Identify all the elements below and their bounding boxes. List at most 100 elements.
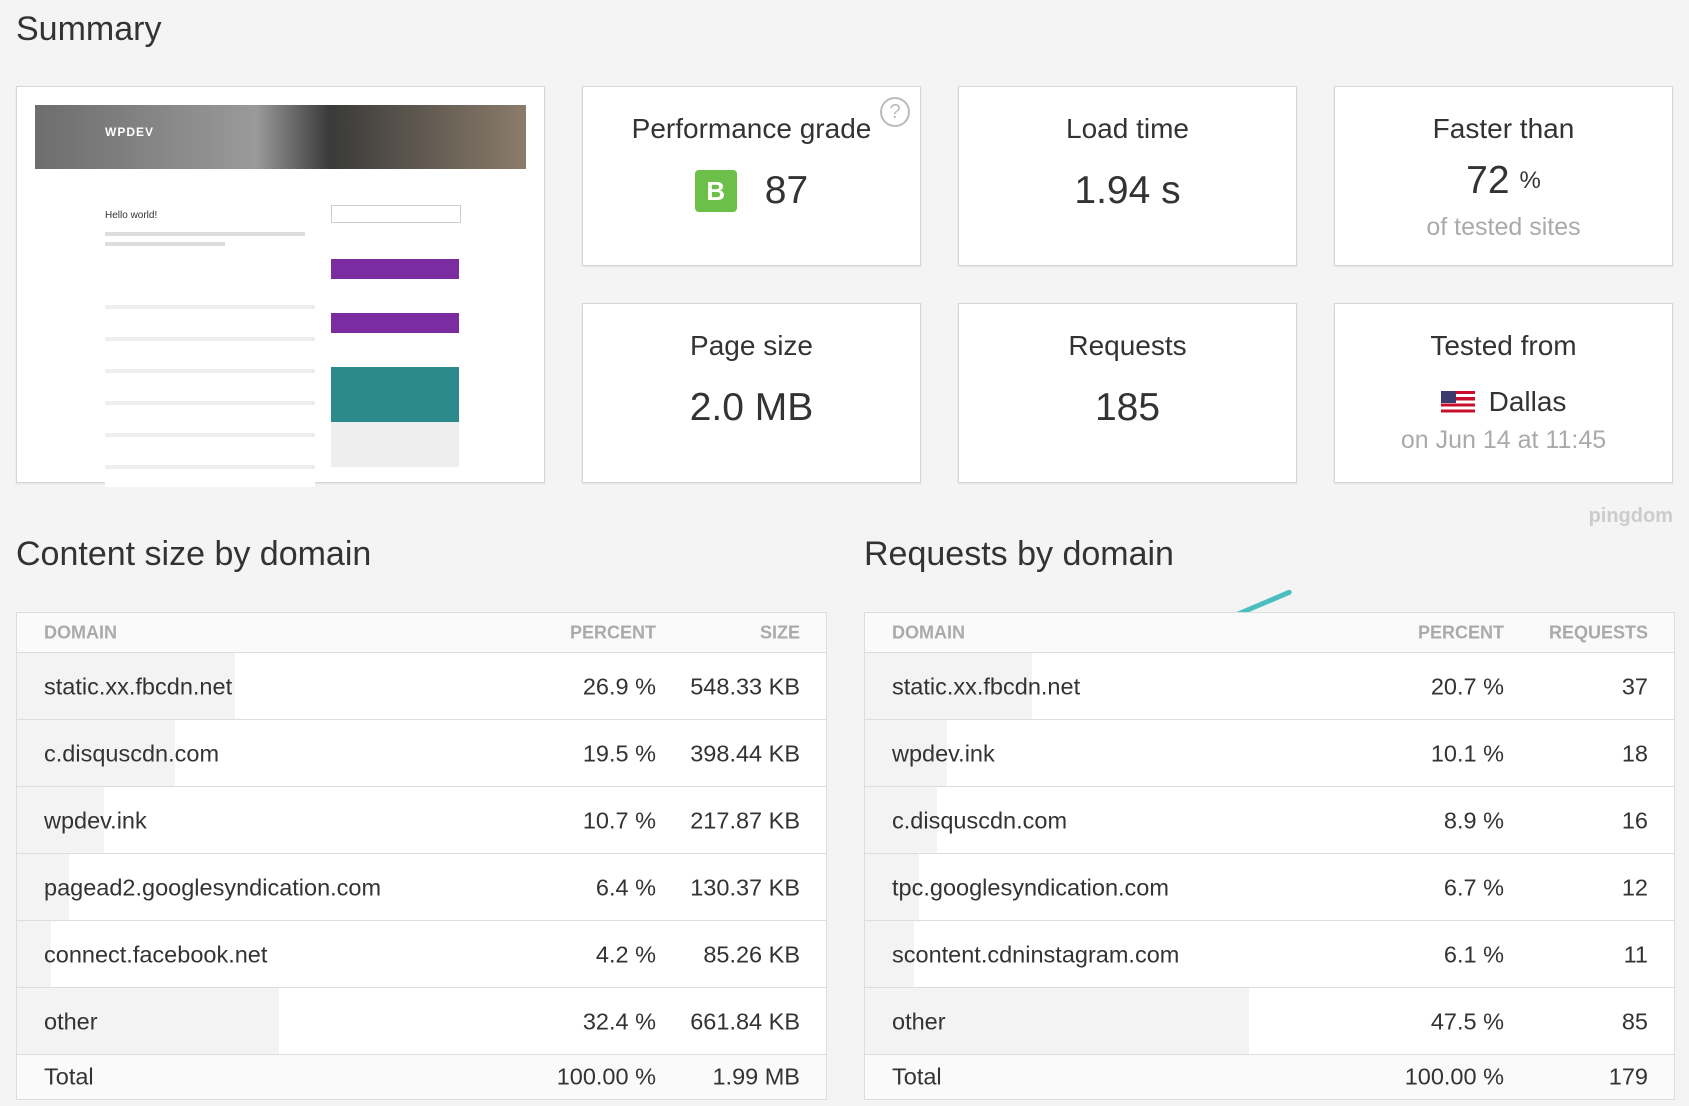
- us-flag: [1440, 391, 1475, 413]
- total-row: Total 100.00 % 179: [865, 1054, 1674, 1099]
- metric-value-row: 72%: [1335, 159, 1672, 203]
- domain-table: DOMAIN PERCENT SIZE static.xx.fbcdn.net 26.9…: [16, 612, 827, 1100]
- table-row: scontent.cdninstagram.com 6.1 % 11: [865, 920, 1674, 988]
- percent-bar: [17, 787, 104, 854]
- metric-label: Performance grade: [631, 113, 872, 144]
- column-header: DOMAIN: [44, 622, 117, 642]
- table-row: tpc.googlesyndication.com 6.7 % 12: [865, 853, 1674, 921]
- amount-value: 18: [1621, 740, 1648, 766]
- amount-value: 11: [1623, 941, 1648, 967]
- metric-value: 87: [764, 169, 809, 212]
- domain-name: other: [44, 1008, 98, 1034]
- total-cell: 100.00 %: [1404, 1063, 1504, 1090]
- amount-value: 85: [1621, 1008, 1648, 1034]
- percent-value: 26.9 %: [582, 673, 656, 699]
- table-row: static.xx.fbcdn.net 26.9 % 548.33 KB: [17, 652, 826, 720]
- amount-value: 16: [1621, 807, 1648, 833]
- metric-value: Dallas: [1488, 386, 1567, 417]
- percent-bar: [865, 653, 1033, 720]
- domain-name: pagead2.googlesyndication.com: [44, 874, 382, 900]
- text-line: [105, 232, 305, 236]
- table-row: c.disquscdn.com 19.5 % 398.44 KB: [17, 719, 826, 787]
- metric-value-row: 1.94 s: [959, 169, 1296, 213]
- domain-name: other: [892, 1008, 946, 1034]
- domain-name: connect.facebook.net: [44, 941, 268, 967]
- amount-value: 12: [1621, 874, 1648, 900]
- column-header: DOMAIN: [892, 622, 965, 642]
- percent-value: 19.5 %: [582, 740, 656, 766]
- metric-value: 2.0 MB: [689, 386, 814, 429]
- table-row: other 47.5 % 85: [865, 987, 1674, 1055]
- site-header-image: WPDEV: [35, 105, 526, 169]
- amount-value: 85.26 KB: [703, 941, 800, 967]
- social-widget: [331, 367, 459, 467]
- percent-bar: [17, 854, 69, 921]
- metric-label: Requests: [1068, 330, 1187, 361]
- comments: [105, 277, 315, 487]
- percent-bar: [865, 988, 1250, 1055]
- percent-bar: [865, 787, 937, 854]
- metric-label: Load time: [1066, 113, 1189, 144]
- metric-value-row: 2.0 MB: [583, 386, 920, 430]
- metric-card: Requests 185: [958, 303, 1297, 483]
- metric-value-row: Dallas: [1335, 386, 1672, 418]
- total-cell: 1.99 MB: [712, 1063, 800, 1090]
- ad-banner: [331, 313, 459, 333]
- column-header: REQUESTS: [1548, 622, 1648, 642]
- metric-value: 1.94 s: [1074, 169, 1181, 212]
- column-header: SIZE: [759, 622, 800, 642]
- metric-label: Tested from: [1430, 330, 1577, 361]
- amount-value: 130.37 KB: [690, 874, 800, 900]
- amount-value: 548.33 KB: [690, 673, 800, 699]
- percent-bar: [17, 921, 51, 988]
- site-title: WPDEV: [105, 125, 155, 139]
- post-title: Hello world!: [105, 210, 158, 221]
- domain-name: scontent.cdninstagram.com: [892, 941, 1180, 967]
- percent-bar: [865, 854, 920, 921]
- domain-name: static.xx.fbcdn.net: [892, 673, 1081, 699]
- ad-banner: [331, 259, 459, 279]
- metric-value: 72: [1466, 159, 1510, 202]
- amount-value: 37: [1621, 673, 1648, 699]
- percent-value: 47.5 %: [1430, 1008, 1504, 1034]
- table-header: DOMAIN PERCENT SIZE: [17, 613, 826, 652]
- total-cell: Total: [44, 1063, 94, 1090]
- domain-name: c.disquscdn.com: [44, 740, 220, 766]
- metric-value-row: 185: [959, 386, 1296, 430]
- total-cell: Total: [892, 1063, 942, 1090]
- amount-value: 217.87 KB: [690, 807, 800, 833]
- domain-name: wpdev.ink: [892, 740, 995, 766]
- domain-name: static.xx.fbcdn.net: [44, 673, 233, 699]
- column-header: PERCENT: [1417, 622, 1504, 642]
- section-title: Content size by domain: [16, 535, 372, 573]
- domain-name: wpdev.ink: [44, 807, 147, 833]
- total-cell: 100.00 %: [556, 1063, 656, 1090]
- metric-value: 185: [1094, 386, 1161, 429]
- table-row: wpdev.ink 10.7 % 217.87 KB: [17, 786, 826, 854]
- table-row: wpdev.ink 10.1 % 18: [865, 719, 1674, 787]
- table-header: DOMAIN PERCENT REQUESTS: [865, 613, 1674, 652]
- metric-card: Page size 2.0 MB: [582, 303, 921, 483]
- amount-value: 661.84 KB: [690, 1008, 800, 1034]
- table-row: pagead2.googlesyndication.com 6.4 % 130.37…: [17, 853, 826, 921]
- percent-value: 10.7 %: [582, 807, 656, 833]
- percent-value: 20.7 %: [1430, 673, 1504, 699]
- section-title: Requests by domain: [864, 535, 1174, 573]
- metric-card: Performance grade? B 87: [582, 86, 921, 266]
- grade-badge: B: [694, 170, 737, 212]
- flag-canton: [1440, 391, 1456, 403]
- column-header: PERCENT: [569, 622, 656, 642]
- percent-bar: [17, 720, 175, 787]
- brand-logo: pingdom: [1588, 505, 1673, 527]
- metric-note: of tested sites: [1426, 213, 1581, 241]
- metric-card: Tested from Dallas on Jun 14 at 11:45: [1334, 303, 1673, 483]
- percent-value: 8.9 %: [1443, 807, 1504, 833]
- percent-value: 32.4 %: [582, 1008, 656, 1034]
- search-box: [331, 205, 461, 223]
- domain-name: tpc.googlesyndication.com: [892, 874, 1169, 900]
- metric-unit: %: [1519, 167, 1541, 194]
- text-line: [105, 242, 225, 246]
- percent-value: 6.4 %: [595, 874, 656, 900]
- table-row: other 32.4 % 661.84 KB: [17, 987, 826, 1055]
